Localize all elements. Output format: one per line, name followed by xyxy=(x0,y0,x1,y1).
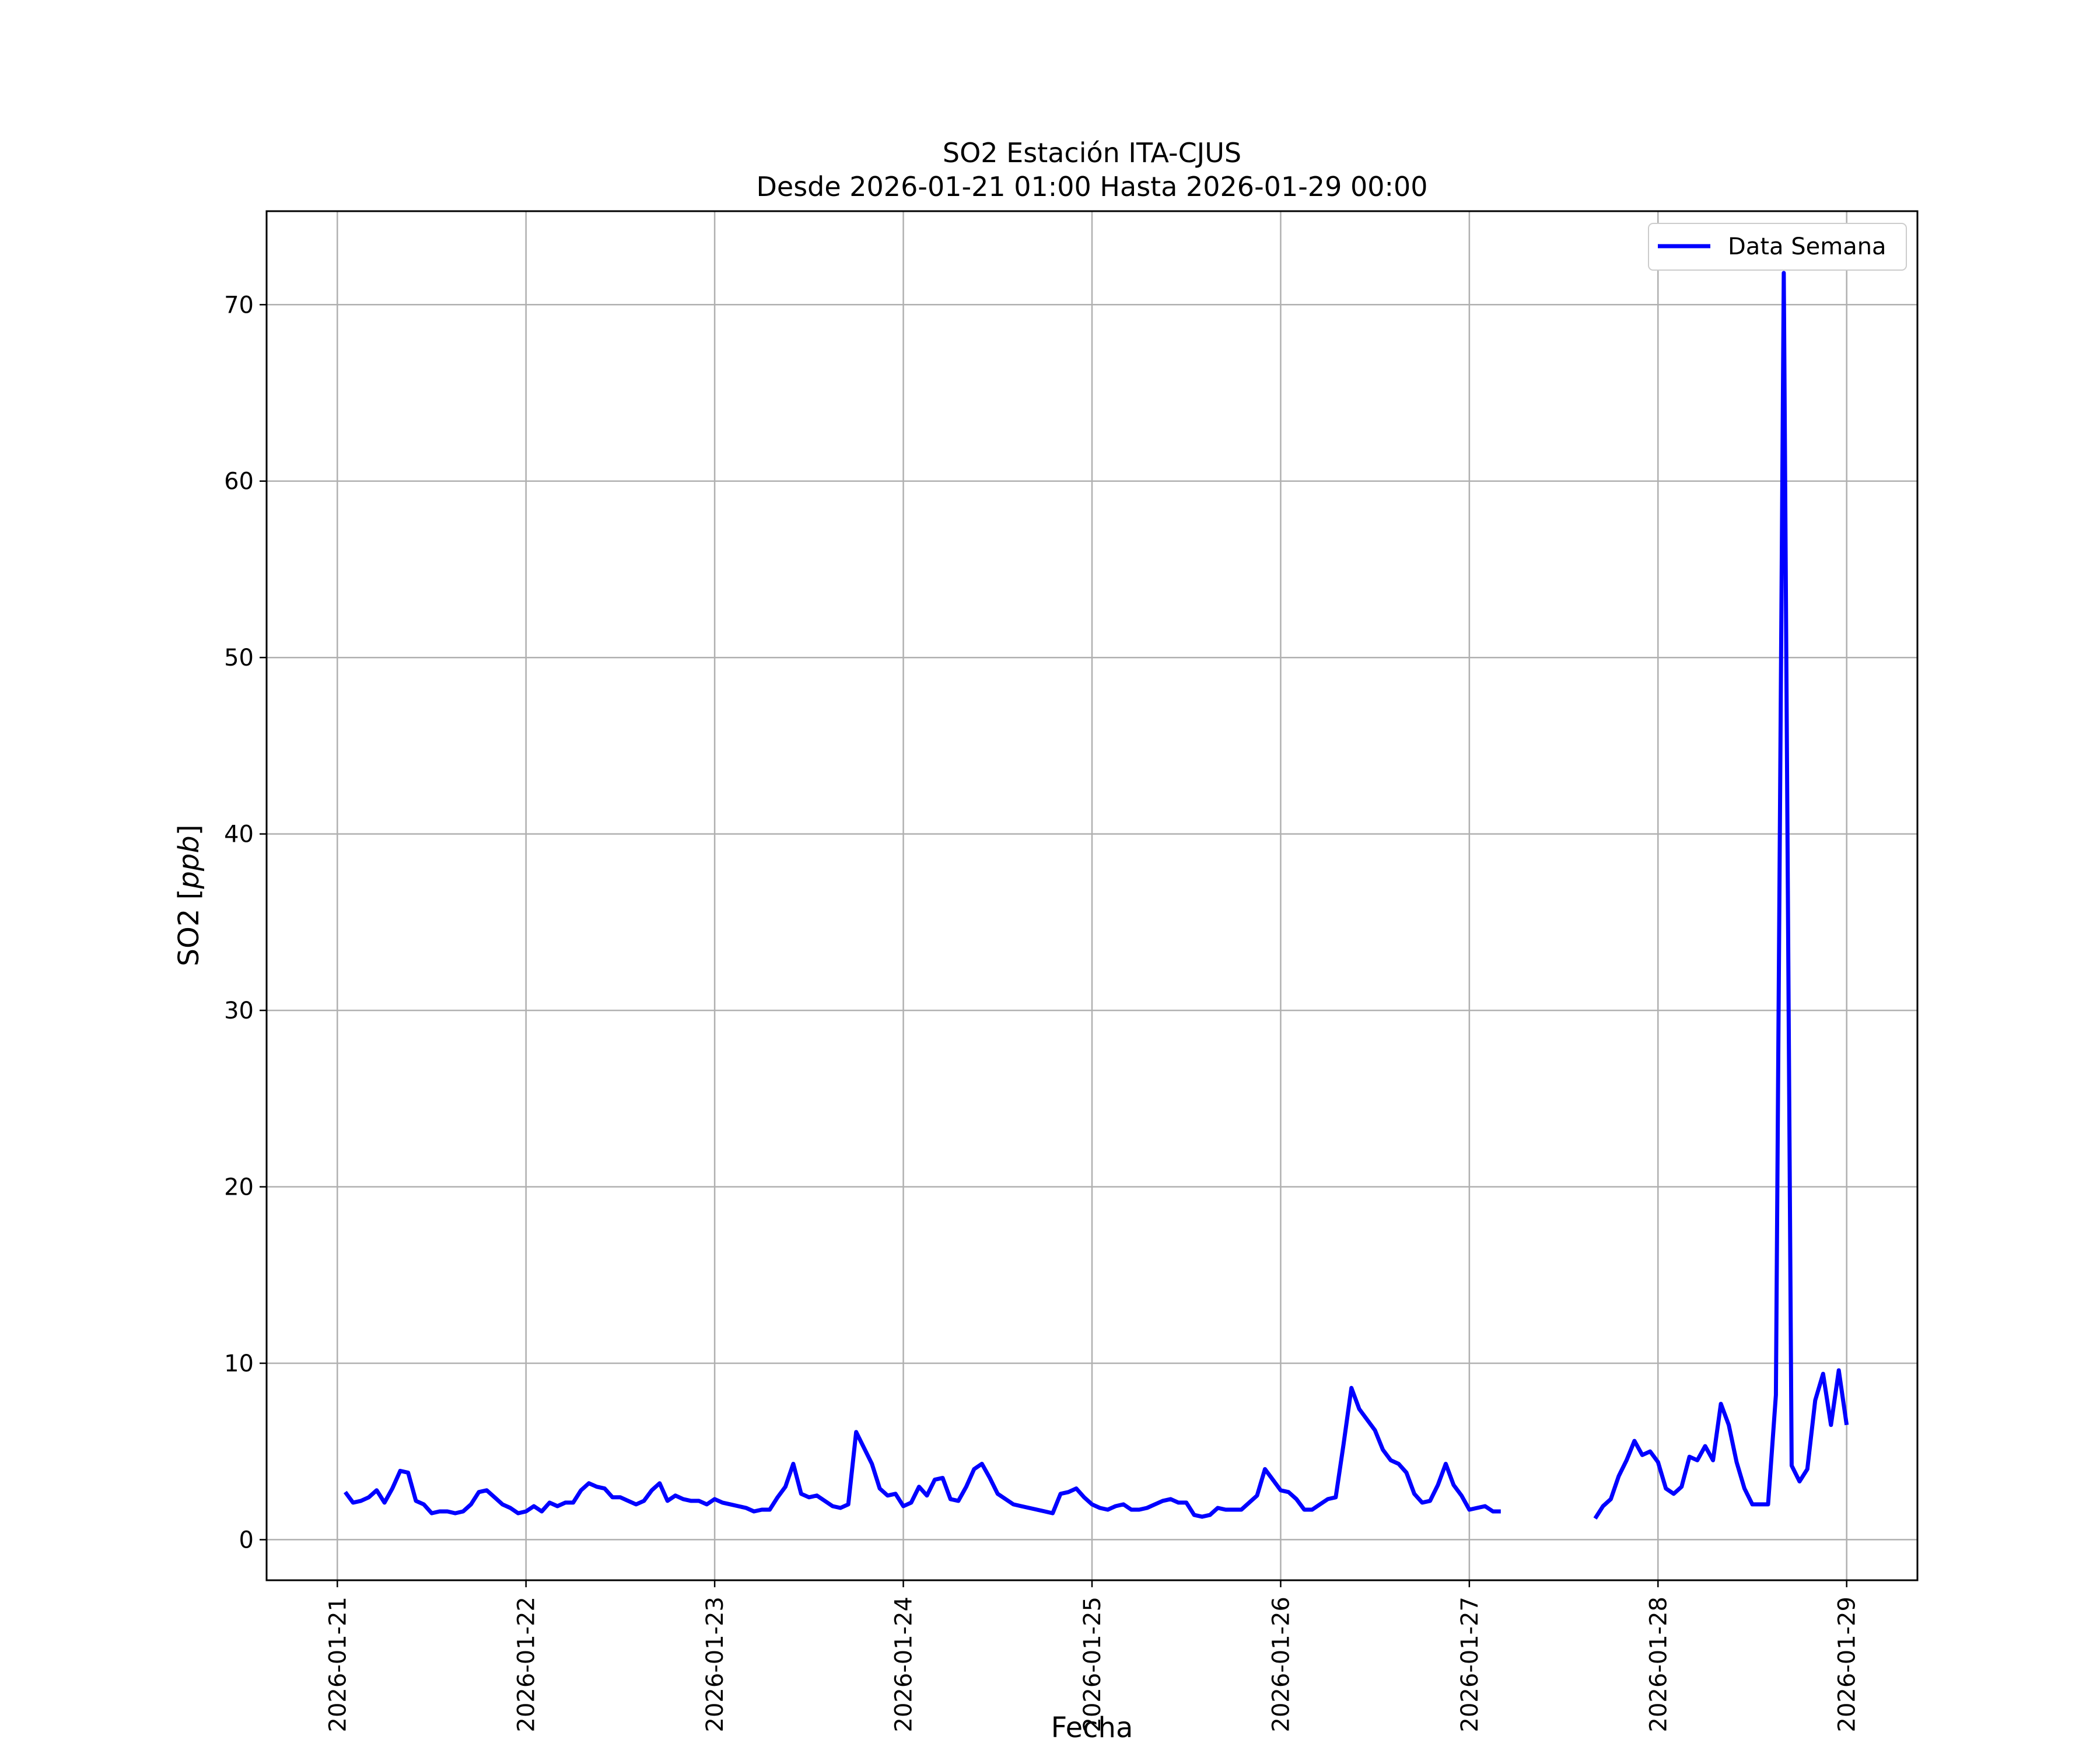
x-tick-label: 2026-01-22 xyxy=(513,1597,540,1732)
plot-series xyxy=(343,271,1849,1520)
chart-subtitle: Desde 2026-01-21 01:00 Hasta 2026-01-29 … xyxy=(756,171,1427,202)
x-tick-label: 2026-01-27 xyxy=(1457,1597,1483,1732)
series-line-segment xyxy=(1593,271,1849,1520)
y-tick-label: 50 xyxy=(224,645,254,671)
legend-box xyxy=(1648,223,1907,271)
y-tick-label: 10 xyxy=(224,1350,254,1377)
y-tick-label: 0 xyxy=(239,1527,254,1553)
x-tick-label: 2026-01-24 xyxy=(891,1597,918,1732)
y-tick-label: 20 xyxy=(224,1174,254,1201)
x-tick-label: 2026-01-28 xyxy=(1645,1597,1672,1732)
chart-title: SO2 Estación ITA-CJUS xyxy=(943,137,1241,169)
x-tick-label: 2026-01-23 xyxy=(702,1597,729,1732)
y-tick-label: 70 xyxy=(224,292,254,318)
y-axis: 0 10 20 30 40 50 60 70 xyxy=(224,292,267,1553)
legend: Data Semana xyxy=(1648,223,1907,271)
x-tick-label: 2026-01-25 xyxy=(1079,1597,1106,1732)
x-tick-label: 2026-01-26 xyxy=(1268,1597,1294,1732)
x-axis: 2026-01-21 2026-01-22 2026-01-23 2026-01-24… xyxy=(324,1580,1861,1732)
series-line-segment xyxy=(343,1385,1501,1519)
y-tick-label: 60 xyxy=(224,468,254,495)
x-tick-label: 2026-01-29 xyxy=(1834,1597,1861,1732)
y-axis-label: SO2 [ppb] xyxy=(173,825,205,967)
legend-label: Data Semana xyxy=(1728,233,1887,260)
y-tick-label: 40 xyxy=(224,821,254,848)
x-tick-label: 2026-01-21 xyxy=(324,1597,351,1732)
x-axis-label: Fecha xyxy=(1051,1712,1133,1744)
grid-lines xyxy=(267,211,1917,1580)
y-tick-label: 30 xyxy=(224,998,254,1024)
